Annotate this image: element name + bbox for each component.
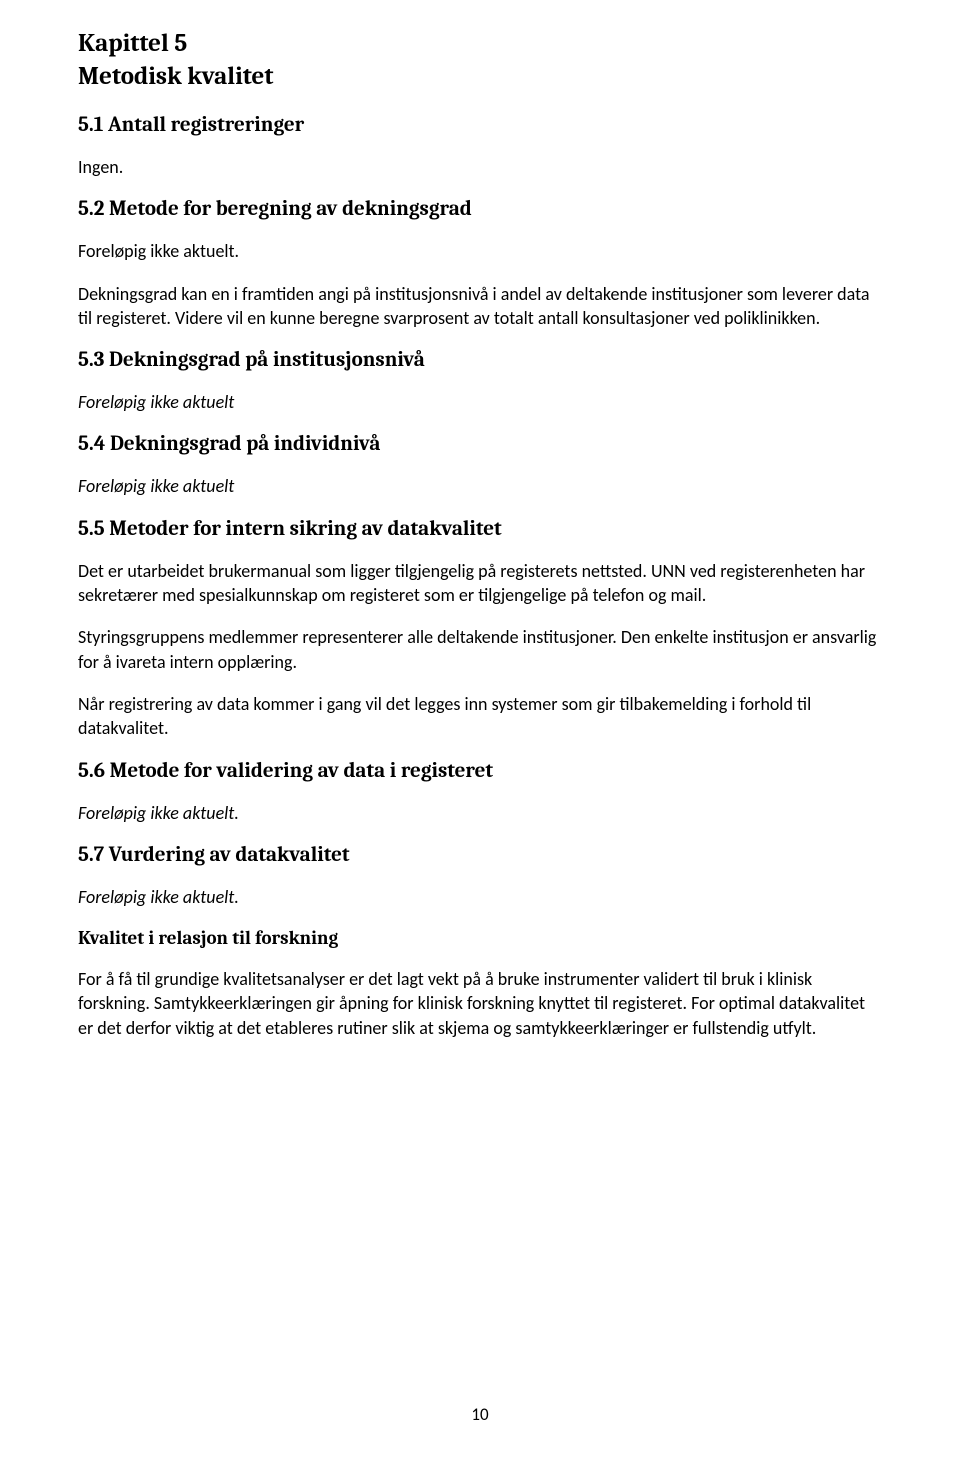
chapter-title: Kapittel 5 Metodisk kvalitet (78, 28, 882, 93)
section-5-1-body: Ingen. (78, 155, 882, 179)
section-5-7-subheading: Kvalitet i relasjon til forskning (78, 927, 882, 949)
section-5-5-heading: 5.5 Metoder for intern sikring av datakv… (78, 517, 882, 541)
section-5-7-p2: For å få til grundige kvalitetsanalyser … (78, 967, 882, 1040)
section-5-3-body: Foreløpig ikke aktuelt (78, 390, 882, 414)
section-5-2-p2: Dekningsgrad kan en i framtiden angi på … (78, 282, 882, 331)
section-5-1-heading: 5.1 Antall registreringer (78, 113, 882, 137)
section-5-4-heading: 5.4 Dekningsgrad på individnivå (78, 432, 882, 456)
section-5-3-heading: 5.3 Dekningsgrad på institusjonsnivå (78, 348, 882, 372)
section-5-4-body: Foreløpig ikke aktuelt (78, 474, 882, 498)
section-5-5-p2: Styringsgruppens medlemmer representerer… (78, 625, 882, 674)
chapter-line-2: Metodisk kvalitet (78, 61, 882, 94)
page-number: 10 (0, 1404, 960, 1425)
section-5-5-p1: Det er utarbeidet brukermanual som ligge… (78, 559, 882, 608)
section-5-2-p1: Foreløpig ikke aktuelt. (78, 239, 882, 263)
section-5-5-p3: Når registrering av data kommer i gang v… (78, 692, 882, 741)
section-5-6-heading: 5.6 Metode for validering av data i regi… (78, 759, 882, 783)
section-5-2-heading: 5.2 Metode for beregning av dekningsgrad (78, 197, 882, 221)
chapter-line-1: Kapittel 5 (78, 28, 882, 61)
section-5-6-body: Foreløpig ikke aktuelt. (78, 801, 882, 825)
section-5-7-p1: Foreløpig ikke aktuelt. (78, 885, 882, 909)
section-5-7-heading: 5.7 Vurdering av datakvalitet (78, 843, 882, 867)
